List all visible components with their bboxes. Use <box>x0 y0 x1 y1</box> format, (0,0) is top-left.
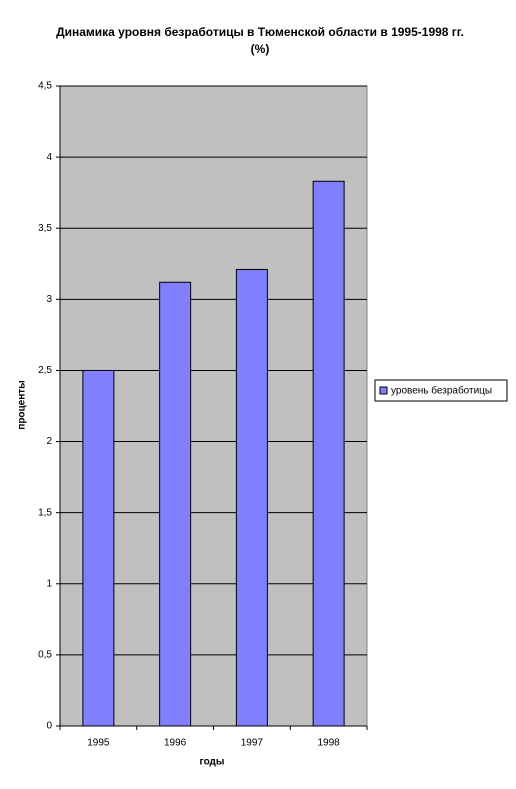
x-tick-label: 1996 <box>164 738 187 749</box>
y-tick-label: 4 <box>46 152 52 163</box>
legend-label: уровень безработицы <box>391 385 492 397</box>
bar <box>235 268 268 727</box>
y-tick-label: 1 <box>46 578 52 589</box>
y-tick-label: 2,5 <box>38 365 52 376</box>
bar <box>312 180 345 727</box>
chart-title: Динамика уровня безработицы в Тюменской … <box>56 25 464 56</box>
y-tick-label: 0,5 <box>38 650 52 661</box>
x-axis-label: годы <box>200 757 225 768</box>
legend-swatch <box>379 386 388 395</box>
y-tick-label: 3,5 <box>38 223 52 234</box>
bar <box>159 281 192 727</box>
x-tick-label: 1998 <box>318 738 341 749</box>
y-tick-label: 2 <box>46 436 52 447</box>
y-tick-label: 3 <box>46 294 52 305</box>
y-tick-label: 4,5 <box>38 81 52 92</box>
x-tick-label: 1997 <box>241 738 264 749</box>
legend-box <box>374 379 508 402</box>
y-tick-label: 1,5 <box>38 507 52 518</box>
y-axis-label: проценты <box>17 380 28 429</box>
bar <box>82 369 115 727</box>
y-tick-label: 0 <box>46 721 52 732</box>
x-tick-label: 1995 <box>87 738 110 749</box>
